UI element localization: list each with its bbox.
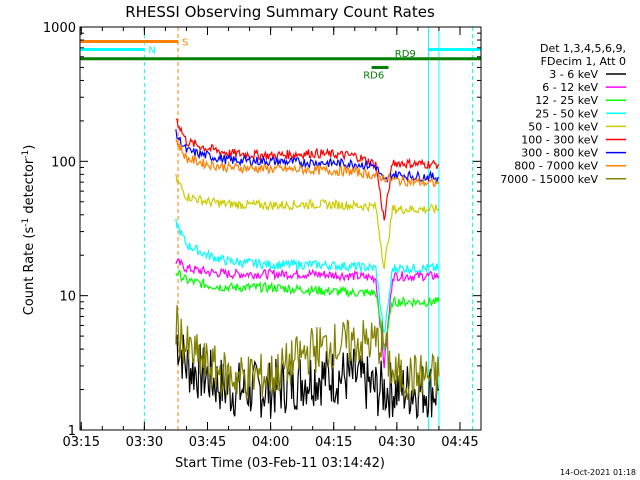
y-axis-label-part: Count Rate (s: [22, 227, 37, 316]
series-line: [175, 138, 440, 188]
legend-entry-label: 12 - 25 keV: [535, 94, 598, 107]
legend-entry-label: 300 - 800 keV: [521, 147, 598, 160]
y-axis-label: Count Rate (s-1 detector-1): [21, 145, 37, 316]
y-tick-label: 1000: [43, 21, 76, 36]
legend-entry-label: 6 - 12 keV: [542, 81, 598, 94]
legend-entry-label: 50 - 100 keV: [528, 120, 598, 133]
x-tick-label: 03:15: [63, 435, 100, 450]
series-line: [175, 218, 440, 334]
y-axis-label-part: ): [22, 145, 37, 150]
flag-label: RD6: [363, 70, 384, 81]
legend: Det 1,3,4,5,6,9,FDecim 1, Att 03 - 6 keV…: [500, 42, 626, 186]
legend-entry-label: 3 - 6 keV: [549, 68, 598, 81]
y-axis-label-sup: -1: [21, 218, 31, 227]
series-line: [175, 118, 440, 221]
legend-entry-label: 800 - 7000 keV: [514, 160, 598, 173]
flag-label: RD9: [395, 49, 416, 60]
x-tick-label: 03:45: [189, 435, 226, 450]
y-tick-label: 1: [68, 424, 76, 439]
x-tick-label: 03:30: [126, 435, 163, 450]
x-tick-label: 04:45: [441, 435, 478, 450]
legend-entry-label: 100 - 300 keV: [521, 134, 598, 147]
x-tick-label: 04:00: [252, 435, 289, 450]
flag-label: S: [182, 37, 188, 48]
series-line: [175, 258, 440, 369]
series-line: [175, 173, 440, 270]
series-line: [175, 269, 440, 352]
plot-area: S N RD9 RD6: [80, 27, 481, 430]
x-tick-label: 04:30: [378, 435, 415, 450]
legend-header: FDecim 1, Att 0: [541, 55, 626, 68]
y-axis-label-part: detector: [22, 158, 37, 218]
series-line: [175, 334, 440, 420]
legend-entry-label: 7000 - 15000 keV: [500, 173, 598, 186]
chart-title: RHESSI Observing Summary Count Rates: [125, 3, 435, 21]
x-axis-label: Start Time (03-Feb-11 03:14:42): [175, 456, 385, 471]
legend-header: Det 1,3,4,5,6,9,: [540, 42, 626, 55]
flag-label: N: [148, 45, 155, 56]
timestamp: 14-Oct-2021 01:18: [560, 468, 636, 477]
y-axis-label-sup: -1: [21, 150, 31, 159]
series-line: [175, 305, 440, 400]
x-tick-label: 04:15: [315, 435, 352, 450]
y-tick-label: 10: [59, 290, 76, 305]
legend-entry-label: 25 - 50 keV: [535, 107, 598, 120]
plot-frame: [79, 26, 482, 431]
y-tick-label: 100: [51, 155, 76, 170]
series-line: [175, 129, 440, 185]
axes: 03:15 03:30 03:45 04:00 04:15 04:30 04:45 1 10 10…: [43, 21, 482, 450]
